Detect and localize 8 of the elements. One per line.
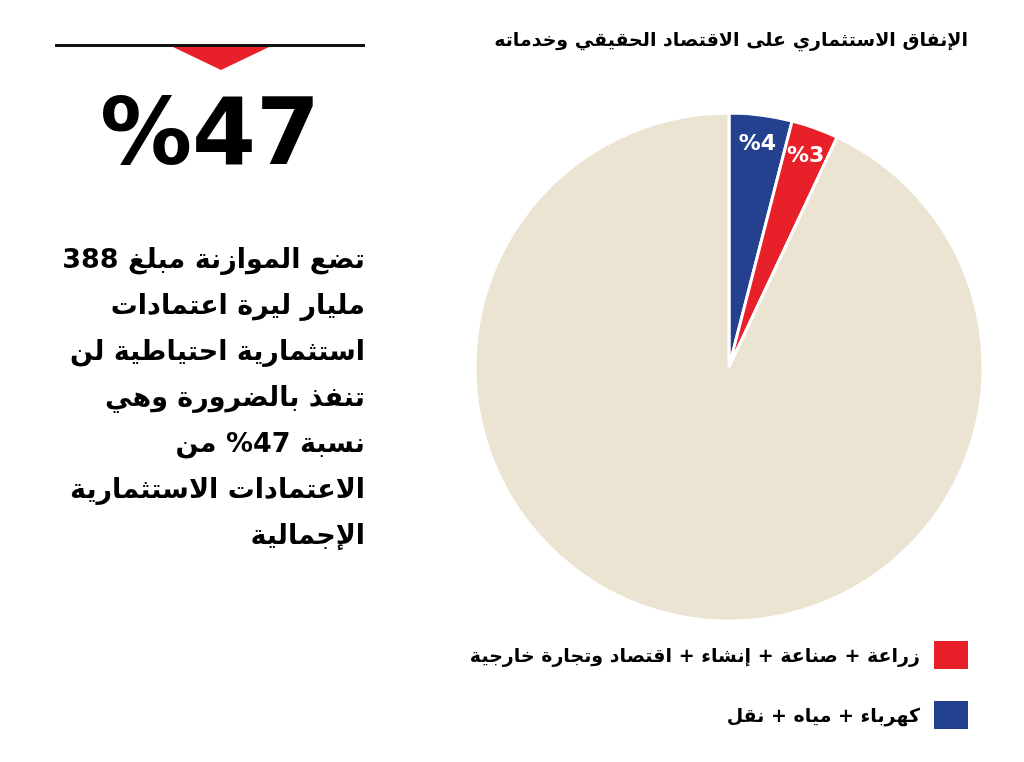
legend-label: زراعة + صناعة + إنشاء + اقتصاد وتجارة خارجية: [469, 644, 920, 666]
legend-label: كهرباء + مياه + نقل: [726, 704, 920, 726]
data-label: %3: [786, 141, 825, 167]
pie-slice: [473, 111, 985, 623]
chart-title: الإنفاق الاستثماري على الاقتصاد الحقيقي وخدماته: [494, 28, 968, 50]
text: تضع الموازنة مبلغ 388 مليار ليرة اعتمادات استثمارية احتياطية لن تنفذ بالضرورة وهي نسبة 47% من الاعتمادات الاستثمارية الإجمالية: [61, 242, 365, 552]
text: %47: [98, 78, 322, 188]
data-label: %4: [738, 130, 777, 156]
